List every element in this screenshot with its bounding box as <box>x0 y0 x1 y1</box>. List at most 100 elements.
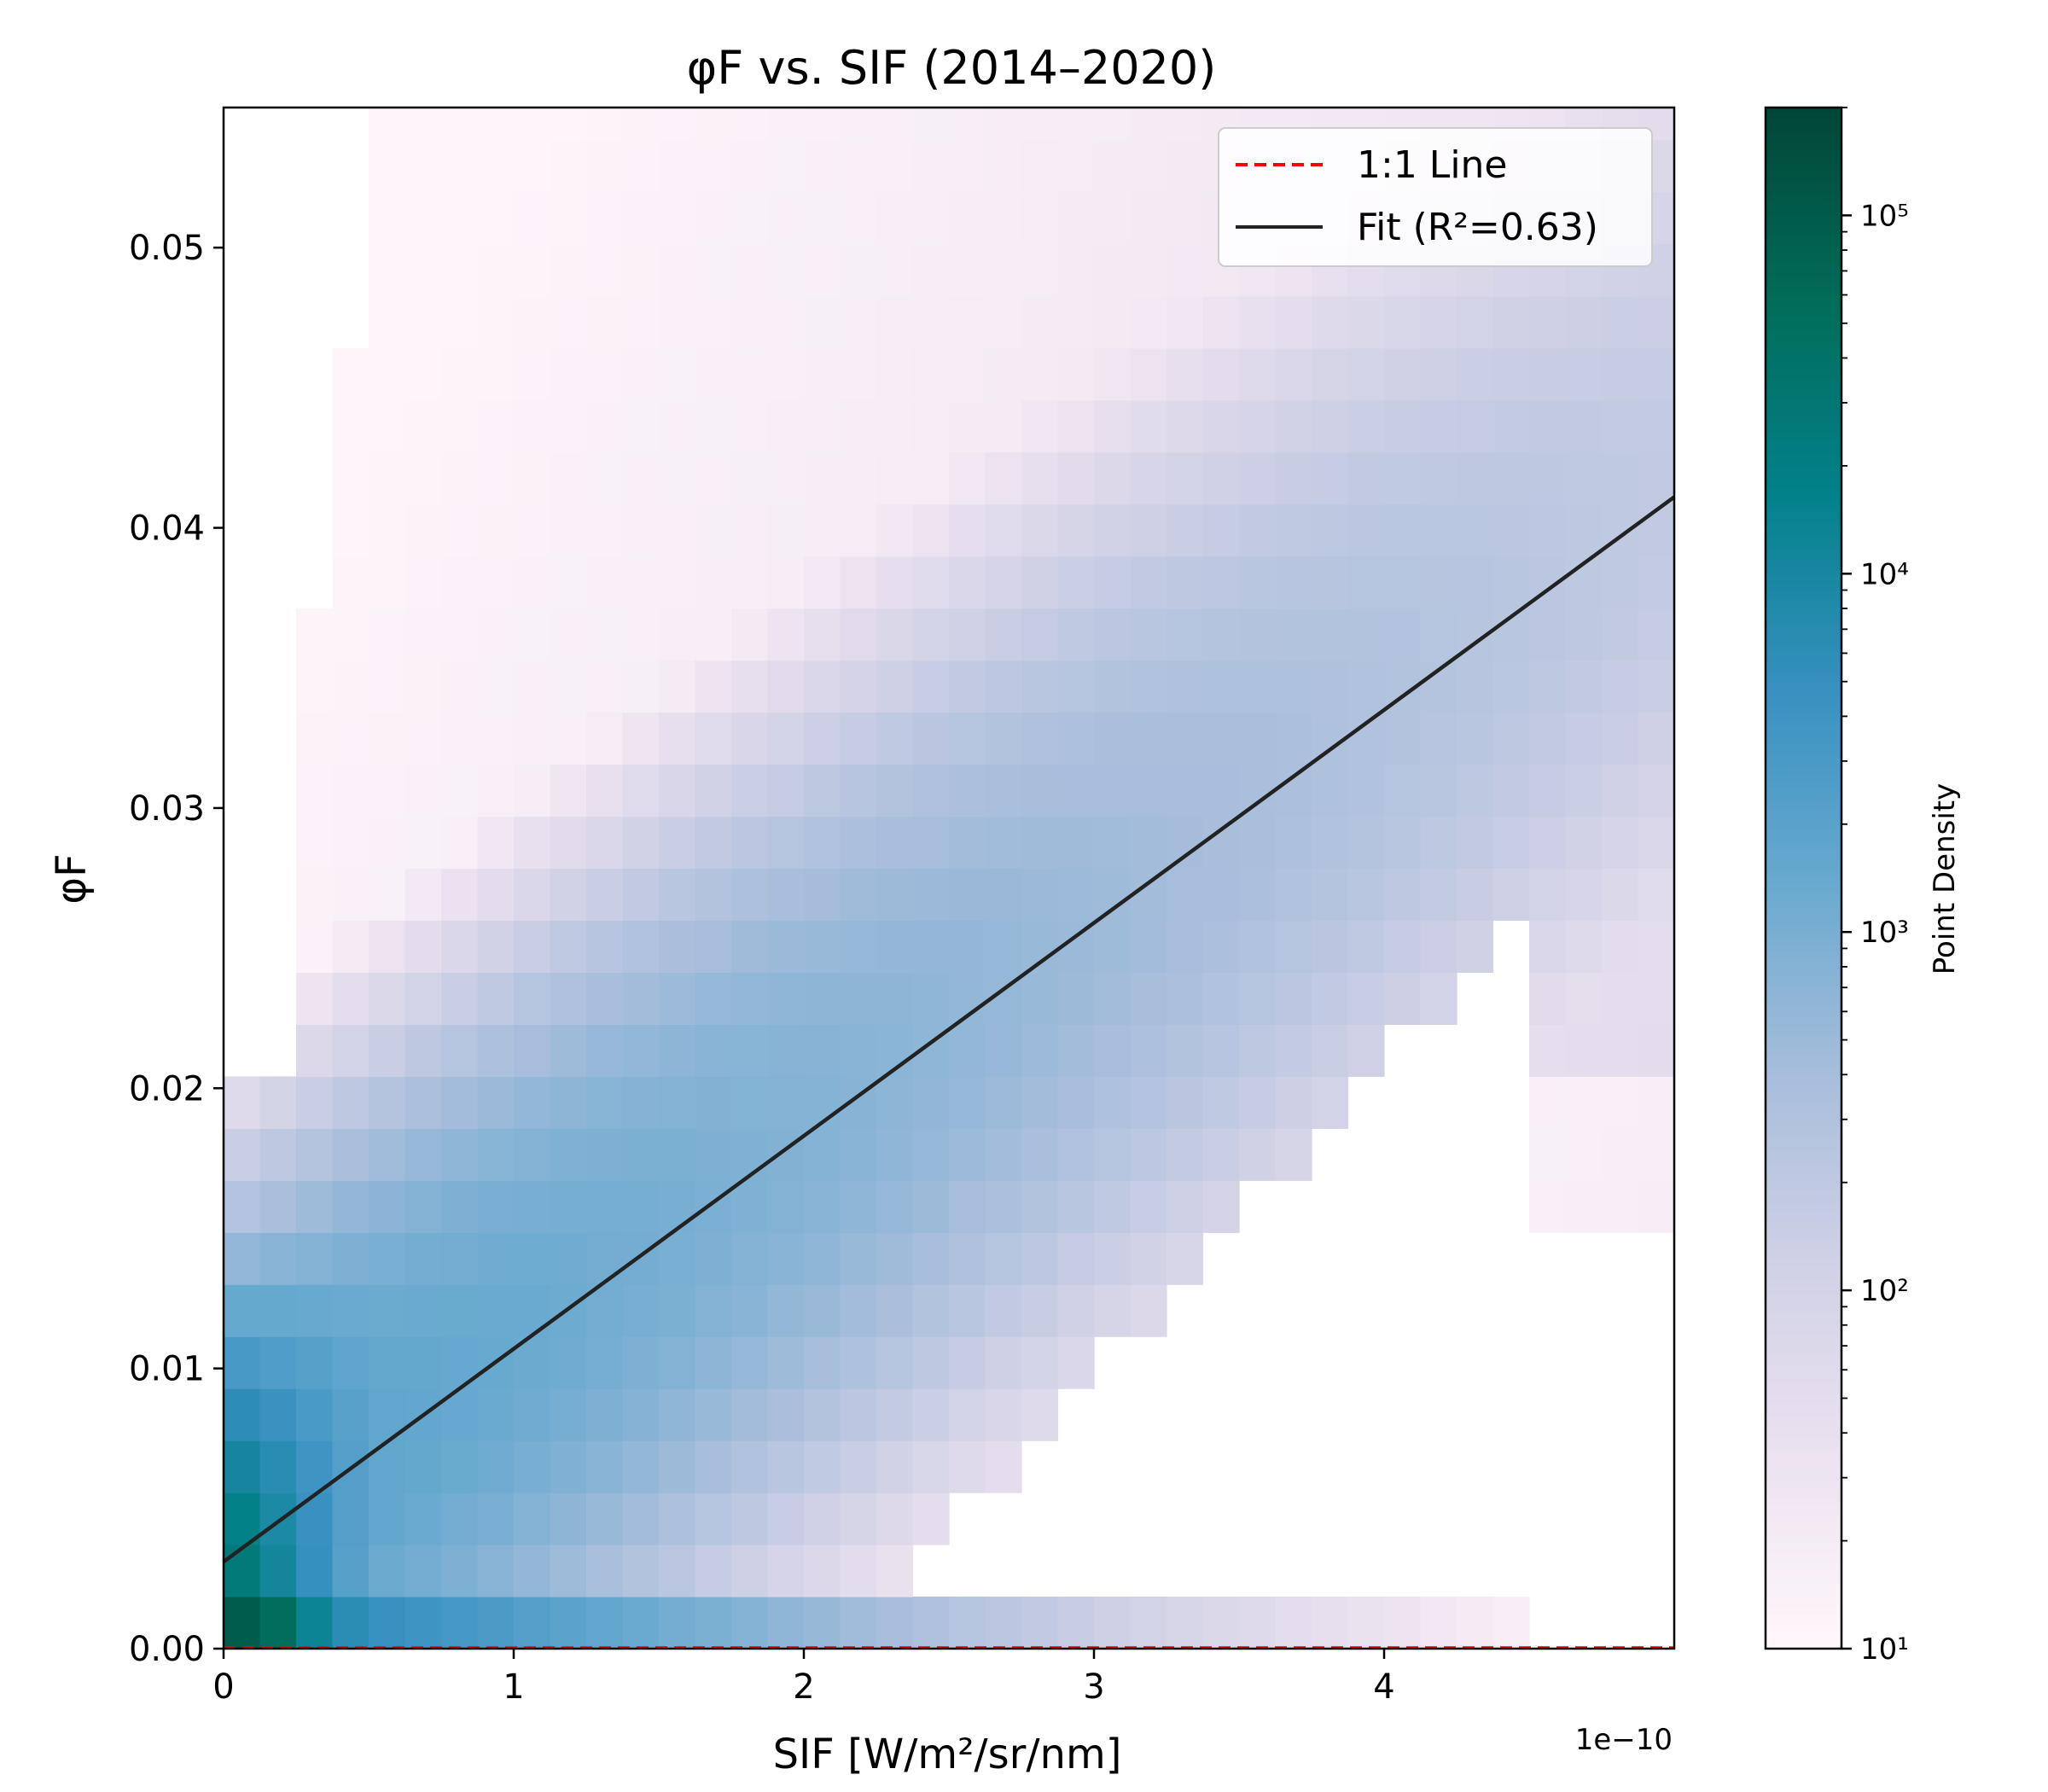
heatmap-cell <box>514 108 551 141</box>
heatmap-cell <box>876 1180 914 1233</box>
heatmap-cell <box>1167 660 1204 713</box>
heatmap-cell <box>949 1440 986 1493</box>
heatmap-cell <box>912 660 950 713</box>
heatmap-cell <box>659 1597 696 1649</box>
y-tick-label: 0.01 <box>129 1350 205 1389</box>
heatmap-cell <box>477 503 515 557</box>
heatmap-cell <box>767 556 805 609</box>
heatmap-cell <box>1457 556 1494 609</box>
heatmap-cell <box>296 1284 334 1337</box>
heatmap-cell <box>1167 1076 1204 1129</box>
heatmap-cell <box>224 1388 261 1441</box>
heatmap-cell <box>1094 556 1132 609</box>
heatmap-cell <box>731 1545 769 1597</box>
heatmap-cell <box>1167 191 1204 245</box>
heatmap-cell <box>695 451 732 505</box>
heatmap-cell <box>1312 399 1349 453</box>
heatmap-cell <box>332 503 369 557</box>
heatmap-cell <box>404 712 442 765</box>
heatmap-cell <box>659 399 696 453</box>
heatmap-cell <box>767 108 805 141</box>
heatmap-cell <box>550 608 587 661</box>
heatmap-cell <box>912 243 950 297</box>
plot-frame <box>222 106 1676 1650</box>
heatmap-cell <box>369 451 406 505</box>
heatmap-cell <box>514 1128 551 1181</box>
heatmap-cell <box>622 1284 660 1337</box>
heatmap-cell <box>1094 295 1132 349</box>
heatmap-cell <box>1021 660 1059 713</box>
heatmap-cell <box>1602 1024 1639 1077</box>
heatmap-cell <box>695 1492 732 1545</box>
heatmap-cell <box>840 1388 877 1441</box>
heatmap-cell <box>1021 503 1059 557</box>
heatmap-cell <box>912 556 950 609</box>
heatmap-cell <box>1457 451 1494 505</box>
heatmap-cell <box>332 660 369 713</box>
heatmap-cell <box>1565 764 1603 817</box>
heatmap-cell <box>1057 399 1095 453</box>
heatmap-cell <box>514 1180 551 1233</box>
heatmap-cell <box>731 1388 769 1441</box>
heatmap-cell <box>1130 1024 1167 1077</box>
heatmap-cell <box>695 1076 732 1129</box>
heatmap-cell <box>1021 191 1059 245</box>
heatmap-cell <box>296 920 334 974</box>
heatmap-cell <box>985 191 1022 245</box>
heatmap-cell <box>767 1232 805 1285</box>
heatmap-cell <box>985 503 1022 557</box>
heatmap-cell <box>731 503 769 557</box>
heatmap-cell <box>441 868 479 922</box>
heatmap-cell <box>1094 1597 1132 1649</box>
heatmap-cell <box>1021 451 1059 505</box>
heatmap-cell <box>1130 1284 1167 1337</box>
heatmap-cell <box>1239 712 1277 765</box>
heatmap-cell <box>550 1180 587 1233</box>
heatmap-cell <box>912 503 950 557</box>
colorbar-tick-label: 10³ <box>1860 916 1909 950</box>
heatmap-cell <box>695 972 732 1026</box>
heatmap-cell <box>876 1388 914 1441</box>
heatmap-cell <box>1638 451 1675 505</box>
heatmap-cell <box>369 972 406 1026</box>
heatmap-cell <box>1202 972 1240 1026</box>
heatmap-cell <box>659 1076 696 1129</box>
heatmap-cell <box>1457 868 1494 922</box>
heatmap-cell <box>876 1128 914 1181</box>
heatmap-cell <box>1094 1128 1132 1181</box>
heatmap-cell <box>695 503 732 557</box>
heatmap-cell <box>985 712 1022 765</box>
x-tick-label: 4 <box>1373 1667 1394 1707</box>
heatmap-cell <box>659 1180 696 1233</box>
heatmap-cell <box>404 1284 442 1337</box>
heatmap-cell <box>622 1545 660 1597</box>
heatmap-cell <box>586 1440 624 1493</box>
heatmap-cell <box>586 295 624 349</box>
heatmap-cell <box>695 1284 732 1337</box>
heatmap-cell <box>1239 868 1277 922</box>
heatmap-cell <box>477 1492 515 1545</box>
heatmap-cell <box>731 868 769 922</box>
heatmap-cell <box>1529 1128 1567 1181</box>
heatmap-cell <box>369 1076 406 1129</box>
heatmap-cell <box>332 1128 369 1181</box>
heatmap-cell <box>695 243 732 297</box>
heatmap-cell <box>514 243 551 297</box>
heatmap-cell <box>1202 1597 1240 1649</box>
heatmap-cell <box>659 243 696 297</box>
heatmap-cell <box>659 972 696 1026</box>
heatmap-cell <box>1529 399 1567 453</box>
x-axis: 0 1 2 3 4 <box>212 1649 1395 1707</box>
heatmap-cell <box>550 1440 587 1493</box>
heatmap-cell <box>659 1336 696 1389</box>
heatmap-cell <box>840 1597 877 1649</box>
heatmap-cell <box>731 1076 769 1129</box>
heatmap-cell <box>477 1076 515 1129</box>
heatmap-cell <box>804 139 841 193</box>
heatmap-cell <box>949 1336 986 1389</box>
heatmap-cell <box>1057 868 1095 922</box>
heatmap-cell <box>731 764 769 817</box>
heatmap-cell <box>550 295 587 349</box>
heatmap-cell <box>477 920 515 974</box>
heatmap-cell <box>1167 1024 1204 1077</box>
